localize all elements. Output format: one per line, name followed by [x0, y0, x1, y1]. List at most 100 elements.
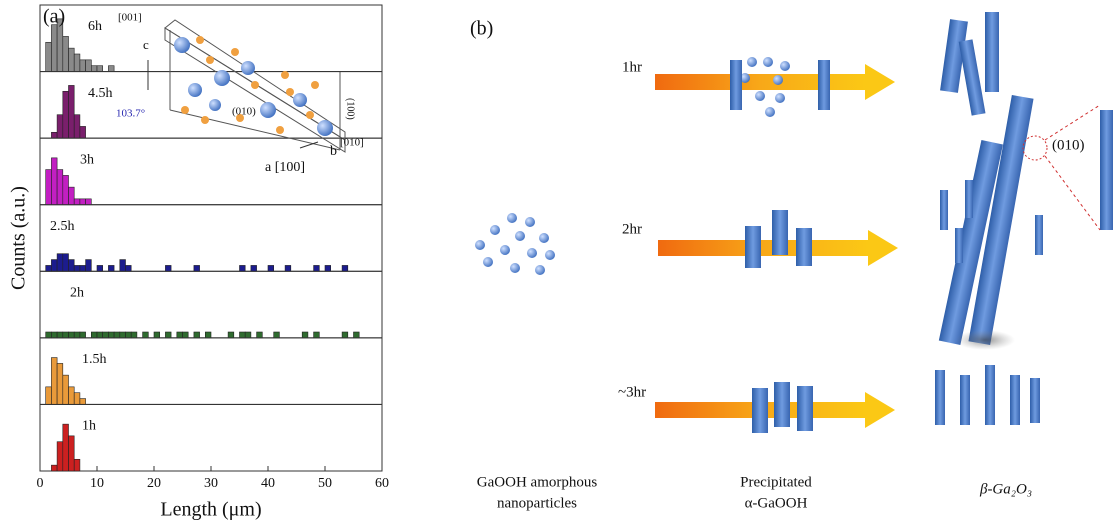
histogram-bar	[250, 265, 257, 272]
histogram-bar	[56, 331, 64, 339]
histogram-bar	[301, 331, 309, 339]
histogram-bar	[51, 357, 58, 405]
subplot-frame	[39, 270, 383, 339]
histogram-bar	[130, 331, 138, 339]
histogram-bar	[79, 398, 86, 405]
x-tick-label: 30	[204, 476, 218, 491]
histogram-bar	[313, 265, 320, 272]
histogram-bar	[85, 198, 92, 206]
histogram-bar	[119, 259, 126, 272]
histogram-bar	[68, 85, 75, 139]
histogram-bar	[79, 265, 86, 272]
histogram-bar	[182, 331, 189, 339]
histogram-bar	[227, 331, 235, 339]
arrow	[658, 230, 898, 266]
inset-label: [010]	[340, 137, 364, 149]
histogram-bar	[79, 198, 86, 206]
histogram-bar	[62, 36, 69, 72]
histogram-bar	[125, 265, 132, 272]
caption: Precipitated	[740, 474, 812, 490]
histogram-bar	[108, 265, 115, 272]
caption: β-Ga₂O₃	[979, 481, 1032, 497]
histogram-bar	[165, 331, 172, 339]
histogram-bar	[62, 423, 69, 472]
histogram-bar	[45, 265, 52, 272]
histogram-bar	[96, 65, 103, 72]
histogram-bar	[51, 157, 58, 206]
histogram-bar	[68, 259, 75, 272]
histogram-bar	[73, 392, 81, 405]
arrow	[655, 64, 895, 100]
series-label: 6h	[88, 19, 102, 34]
histogram-bar	[91, 331, 98, 339]
inset-edge	[169, 109, 341, 151]
histogram-bar	[56, 441, 64, 472]
shadow	[955, 330, 1015, 350]
histogram-bar	[73, 331, 81, 339]
histogram-bar	[244, 331, 252, 339]
histogram-bar	[273, 331, 280, 339]
facet-line	[1044, 155, 1101, 231]
time-label: 2hr	[622, 221, 642, 237]
nanoparticles	[475, 57, 790, 275]
histogram-bar	[193, 265, 200, 272]
histogram-bar	[165, 265, 172, 272]
histogram-bar	[68, 47, 75, 72]
histogram-bar	[62, 90, 69, 139]
histogram-bar	[73, 265, 81, 272]
histogram-bar	[73, 114, 81, 139]
series-label: 2h	[70, 286, 84, 301]
inset-label: b	[330, 144, 337, 159]
histogram-bar	[79, 331, 86, 339]
time-label: 1hr	[622, 59, 642, 75]
series-label: 3h	[80, 152, 94, 167]
histogram-bar	[267, 265, 274, 272]
histogram-bar	[45, 331, 52, 339]
x-tick-label: 40	[261, 476, 275, 491]
atoms	[174, 37, 333, 136]
histogram-bar	[79, 59, 86, 72]
histogram-bar	[68, 186, 75, 206]
inset-label: a [100]	[265, 160, 305, 175]
time-label: ~3hr	[618, 384, 646, 400]
histogram-bar	[56, 169, 64, 206]
series-label: 1h	[82, 419, 96, 434]
histogram-bar	[73, 53, 81, 72]
inset-label: (100)	[345, 98, 356, 120]
subplot-frame	[39, 337, 383, 405]
crystals	[730, 12, 1113, 433]
inset-label: c	[143, 37, 149, 52]
histogram-bar	[205, 331, 212, 339]
series-label: 2.5h	[50, 219, 75, 234]
histogram-bar	[62, 374, 69, 405]
histogram-bar	[51, 464, 58, 472]
series-label: 4.5h	[88, 86, 113, 101]
histogram-bar	[56, 114, 64, 139]
panel-a: 6h 4.5h 3h 2.5h 2h 1.5h 1h 0 10 20 30 40 50 60 Length …	[8, 4, 389, 521]
histogram-bar	[62, 253, 69, 272]
inset-label: 103.7°	[116, 108, 145, 120]
histogram-bar	[79, 126, 86, 139]
facet-line	[1044, 104, 1101, 141]
x-tick-label: 50	[318, 476, 332, 491]
histogram-bar	[353, 331, 360, 339]
series-label: 1.5h	[82, 352, 107, 367]
histogram-bar	[239, 331, 246, 339]
x-tick-label: 0	[37, 476, 44, 491]
histogram-bar	[45, 41, 52, 72]
histogram-bar	[176, 331, 183, 339]
histogram-bar	[73, 198, 81, 206]
histogram-bar	[85, 259, 92, 272]
histogram-bar	[193, 331, 200, 339]
caption: α-GaOOH	[745, 495, 808, 511]
histogram-bar	[119, 331, 126, 339]
x-tick-label: 10	[90, 476, 104, 491]
histogram-bar	[51, 259, 58, 272]
histogram-bar	[341, 331, 349, 339]
histogram-bar	[96, 265, 103, 272]
histogram-bar	[62, 175, 69, 206]
atoms	[181, 36, 319, 134]
histogram-bar	[51, 131, 58, 139]
inset-box	[164, 19, 346, 141]
